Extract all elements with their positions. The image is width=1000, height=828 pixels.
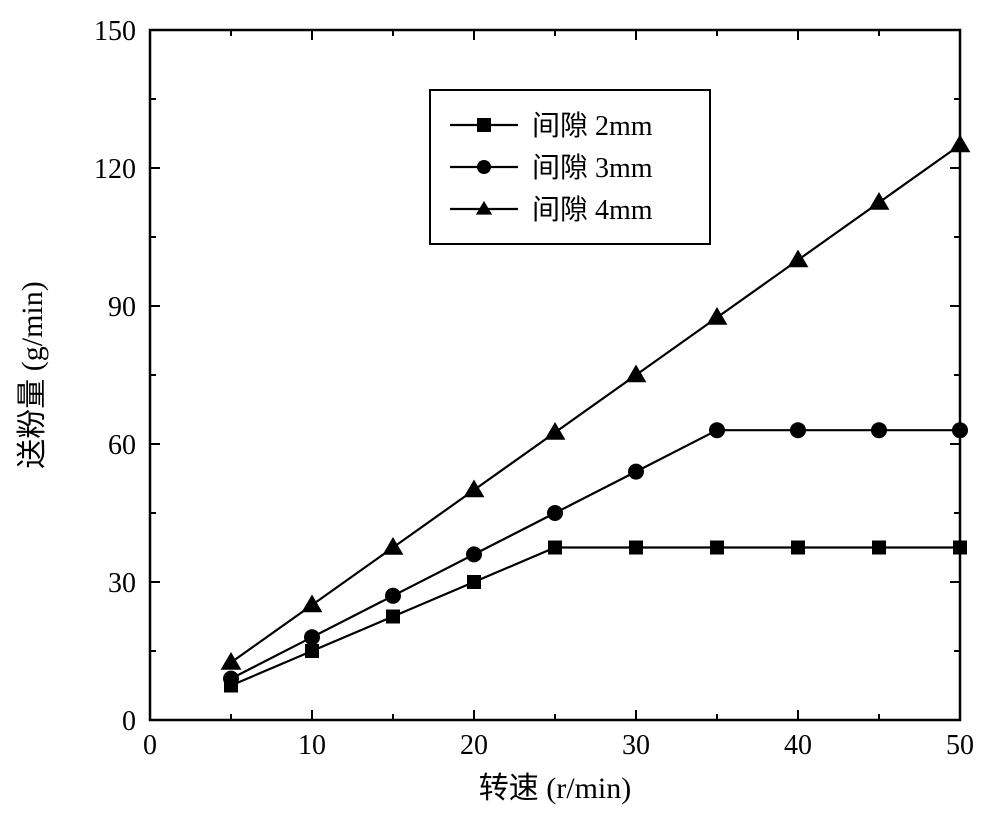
svg-text:120: 120 bbox=[94, 154, 136, 185]
svg-text:60: 60 bbox=[108, 430, 136, 461]
series-marker-gap-3mm bbox=[547, 505, 563, 521]
svg-text:0: 0 bbox=[122, 706, 136, 737]
svg-text:0: 0 bbox=[143, 730, 157, 761]
series-marker-gap-2mm bbox=[305, 644, 319, 658]
svg-text:20: 20 bbox=[460, 730, 488, 761]
svg-text:50: 50 bbox=[946, 730, 974, 761]
svg-text:90: 90 bbox=[108, 292, 136, 323]
svg-text:30: 30 bbox=[108, 568, 136, 599]
series-marker-gap-2mm bbox=[629, 541, 643, 555]
x-axis-label: 转速 (r/min) bbox=[479, 772, 631, 805]
svg-text:30: 30 bbox=[622, 730, 650, 761]
svg-text:150: 150 bbox=[94, 16, 136, 47]
series-marker-gap-3mm bbox=[628, 464, 644, 480]
series-marker-gap-2mm bbox=[386, 610, 400, 624]
chart-container: 0 10 20 30 40 50 0 30 60 90 120 150 转速 (r/min) 送粉量 (g… bbox=[0, 0, 1000, 828]
legend-label-gap-4mm: 间隙 4mm bbox=[532, 194, 653, 226]
svg-text:10: 10 bbox=[298, 730, 326, 761]
series-marker-gap-3mm bbox=[223, 671, 239, 687]
y-axis-label: 送粉量 (g/min) bbox=[16, 281, 49, 469]
series-marker-gap-3mm bbox=[790, 422, 806, 438]
series-marker-gap-3mm bbox=[709, 422, 725, 438]
series-marker-gap-3mm bbox=[304, 629, 320, 645]
svg-text:40: 40 bbox=[784, 730, 812, 761]
series-marker-gap-2mm bbox=[467, 575, 481, 589]
series-marker-gap-3mm bbox=[952, 422, 968, 438]
series-marker-gap-3mm bbox=[385, 588, 401, 604]
series-marker-gap-2mm bbox=[872, 541, 886, 555]
legend-label-gap-3mm: 间隙 3mm bbox=[532, 152, 653, 184]
chart-svg: 0 10 20 30 40 50 0 30 60 90 120 150 转速 (r/min) 送粉量 (g… bbox=[0, 0, 1000, 828]
series-marker-gap-3mm bbox=[871, 422, 887, 438]
series-marker-gap-2mm bbox=[791, 541, 805, 555]
legend-label-gap-2mm: 间隙 2mm bbox=[532, 110, 653, 142]
series-marker-gap-2mm bbox=[953, 541, 967, 555]
series-marker-gap-2mm bbox=[710, 541, 724, 555]
series-marker-gap-2mm bbox=[548, 541, 562, 555]
series-marker-gap-3mm bbox=[466, 546, 482, 562]
